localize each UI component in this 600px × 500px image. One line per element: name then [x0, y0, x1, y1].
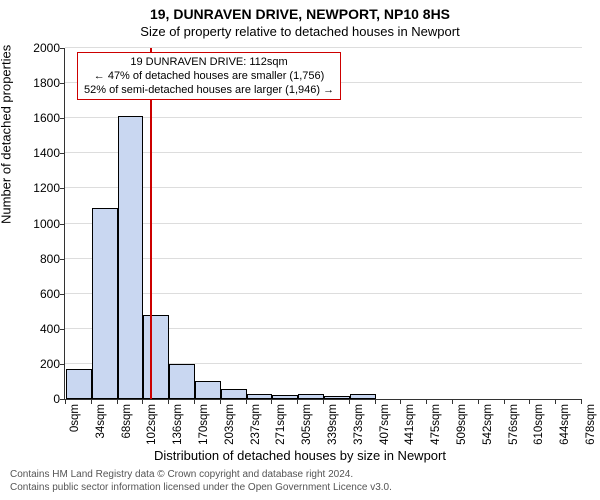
x-tick-label: 102sqm — [146, 404, 158, 500]
annotation-line-3: 52% of semi-detached houses are larger (… — [84, 83, 334, 97]
x-tick-label: 136sqm — [172, 404, 184, 500]
x-tick-mark — [220, 400, 221, 404]
y-tick-label: 400 — [10, 323, 60, 335]
x-tick-label: 34sqm — [95, 404, 107, 500]
x-tick-label: 271sqm — [275, 404, 287, 500]
x-tick-mark — [271, 400, 272, 404]
y-gridline — [65, 47, 582, 48]
x-tick-mark — [504, 400, 505, 404]
x-tick-mark — [349, 400, 350, 404]
x-tick-mark — [452, 400, 453, 404]
x-tick-mark — [581, 400, 582, 404]
y-tick-mark — [60, 399, 64, 400]
plot-area: 19 DUNRAVEN DRIVE: 112sqm ← 47% of detac… — [64, 48, 582, 400]
x-tick-mark — [426, 400, 427, 404]
y-tick-mark — [60, 83, 64, 84]
x-tick-mark — [478, 400, 479, 404]
x-tick-mark — [323, 400, 324, 404]
x-tick-label: 644sqm — [559, 404, 571, 500]
y-tick-mark — [60, 224, 64, 225]
x-tick-label: 68sqm — [121, 404, 133, 500]
x-tick-label: 339sqm — [327, 404, 339, 500]
x-tick-mark — [168, 400, 169, 404]
y-tick-mark — [60, 329, 64, 330]
y-tick-label: 200 — [10, 358, 60, 370]
x-tick-label: 475sqm — [430, 404, 442, 500]
histogram-bar — [324, 396, 350, 399]
y-tick-mark — [60, 364, 64, 365]
x-tick-mark — [555, 400, 556, 404]
y-axis-label: Number of detached properties — [0, 45, 14, 224]
histogram-bar — [143, 315, 169, 399]
histogram-bar — [298, 394, 324, 399]
histogram-bar — [272, 395, 298, 399]
chart-title-sub: Size of property relative to detached ho… — [0, 24, 600, 39]
y-tick-mark — [60, 259, 64, 260]
y-tick-label: 800 — [10, 253, 60, 265]
x-tick-label: 407sqm — [379, 404, 391, 500]
x-tick-mark — [400, 400, 401, 404]
x-tick-label: 237sqm — [250, 404, 262, 500]
x-tick-label: 373sqm — [353, 404, 365, 500]
x-tick-label: 509sqm — [456, 404, 468, 500]
x-tick-label: 203sqm — [224, 404, 236, 500]
y-tick-label: 1400 — [10, 147, 60, 159]
histogram-bar — [92, 208, 118, 399]
chart-container: 19, DUNRAVEN DRIVE, NEWPORT, NP10 8HS Si… — [0, 0, 600, 500]
histogram-bar — [221, 389, 247, 399]
property-marker-line — [150, 48, 152, 399]
y-tick-mark — [60, 188, 64, 189]
x-tick-mark — [65, 400, 66, 404]
y-tick-mark — [60, 294, 64, 295]
y-tick-label: 1800 — [10, 77, 60, 89]
x-tick-label: 678sqm — [585, 404, 597, 500]
x-tick-label: 170sqm — [198, 404, 210, 500]
histogram-bar — [195, 381, 221, 399]
y-tick-mark — [60, 153, 64, 154]
histogram-bar — [247, 394, 273, 399]
y-tick-label: 1600 — [10, 112, 60, 124]
x-tick-mark — [297, 400, 298, 404]
y-tick-label: 0 — [10, 393, 60, 405]
y-tick-label: 1200 — [10, 182, 60, 194]
histogram-bar — [169, 364, 195, 399]
x-tick-label: 0sqm — [69, 404, 81, 500]
x-tick-label: 441sqm — [404, 404, 416, 500]
x-tick-mark — [142, 400, 143, 404]
histogram-bar — [118, 116, 144, 399]
y-tick-mark — [60, 48, 64, 49]
x-tick-mark — [375, 400, 376, 404]
histogram-bar — [350, 394, 376, 399]
y-tick-label: 1000 — [10, 218, 60, 230]
x-tick-mark — [246, 400, 247, 404]
x-tick-label: 610sqm — [533, 404, 545, 500]
annotation-line-1: 19 DUNRAVEN DRIVE: 112sqm — [84, 55, 334, 69]
x-tick-label: 542sqm — [482, 404, 494, 500]
x-tick-label: 576sqm — [508, 404, 520, 500]
y-tick-mark — [60, 118, 64, 119]
annotation-line-2: ← 47% of detached houses are smaller (1,… — [84, 69, 334, 83]
y-tick-label: 2000 — [10, 42, 60, 54]
x-tick-label: 305sqm — [301, 404, 313, 500]
chart-title-main: 19, DUNRAVEN DRIVE, NEWPORT, NP10 8HS — [0, 6, 600, 22]
histogram-bar — [66, 369, 92, 399]
y-tick-label: 600 — [10, 288, 60, 300]
x-tick-mark — [117, 400, 118, 404]
x-tick-mark — [91, 400, 92, 404]
x-tick-mark — [194, 400, 195, 404]
annotation-box: 19 DUNRAVEN DRIVE: 112sqm ← 47% of detac… — [77, 52, 341, 100]
x-tick-mark — [529, 400, 530, 404]
